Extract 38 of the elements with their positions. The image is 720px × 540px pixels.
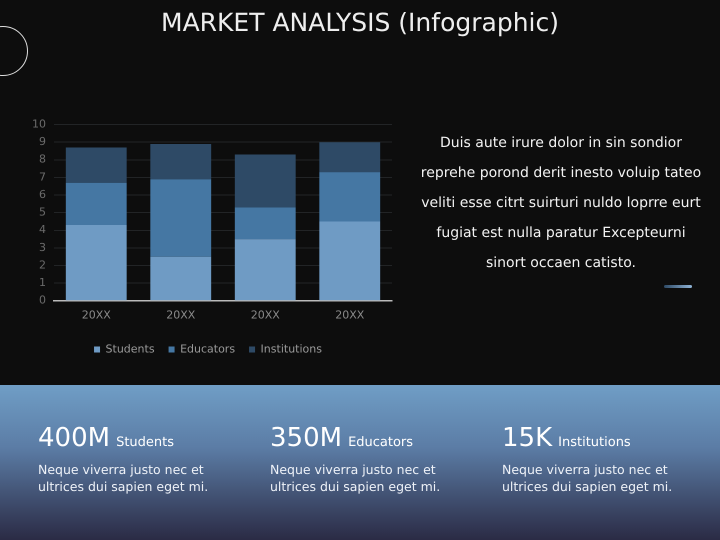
y-tick-label: 0 <box>38 294 46 307</box>
bar <box>234 154 296 208</box>
x-tick-label: 20XX <box>335 308 365 322</box>
y-tick-label: 6 <box>38 188 46 201</box>
y-tick-label: 8 <box>38 152 46 166</box>
x-tick-label: 20XX <box>166 308 196 322</box>
bar <box>319 142 380 172</box>
bar <box>66 182 127 226</box>
bar <box>66 225 127 300</box>
legend-label: Students <box>106 342 155 356</box>
text: 350M Educators <box>270 423 414 453</box>
legend-label: Educators <box>180 342 236 356</box>
y-tick-label: 3 <box>38 240 46 254</box>
y-tick-label: 9 <box>38 135 46 148</box>
bar <box>66 148 127 183</box>
bar <box>234 207 296 240</box>
bar <box>319 222 380 300</box>
bar <box>319 172 380 222</box>
text: 15K Institutions <box>502 423 631 453</box>
y-tick-label: 1 <box>38 276 46 290</box>
x-tick-label: 20XX <box>82 308 112 322</box>
text: Neque viverra justo nec et ultrices dui sapien eget mi. <box>38 461 210 495</box>
y-tick-label: 10 <box>32 117 46 130</box>
text: Neque viverra justo nec et ultrices dui sapien eget mi. <box>270 461 442 495</box>
text: Neque viverra justo nec et ultrices dui sapien eget mi. <box>502 461 674 495</box>
bar <box>150 144 212 180</box>
bar <box>150 179 212 257</box>
chart-title: MARKET ANALYSIS (Infographic) <box>160 8 560 37</box>
text: 400M Students <box>38 423 174 453</box>
bar <box>234 239 296 300</box>
y-tick-label: 7 <box>38 170 46 184</box>
y-tick-label: 5 <box>38 206 46 219</box>
legend-label: Institutions <box>260 342 322 356</box>
y-tick-label: 4 <box>38 223 46 236</box>
y-tick-label: 2 <box>38 258 46 272</box>
x-tick-label: 20XX <box>250 308 280 322</box>
bar <box>150 256 212 300</box>
text: Duis aute irure dolor in sin sondior reprehe porond derit inesto voluip tateo veliti esse citrt suirturi nuldo loprre eurt fugiat est nulla paratur Excepteurni sinort occaen catisto. <box>420 134 702 273</box>
